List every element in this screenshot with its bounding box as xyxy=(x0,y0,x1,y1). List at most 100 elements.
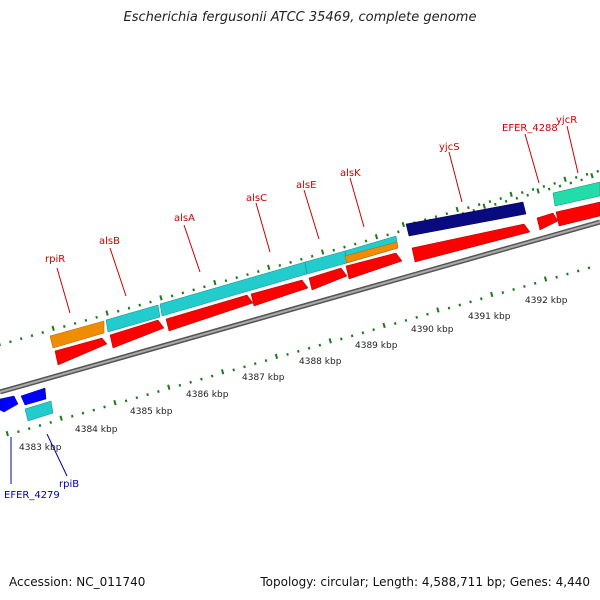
tick-mark xyxy=(447,306,451,310)
tick-mark xyxy=(563,176,567,182)
tick-mark xyxy=(477,203,481,207)
scale-label-4388: 4388 kbp xyxy=(299,357,342,367)
tick-mark xyxy=(92,408,96,412)
tick-mark xyxy=(436,307,440,313)
tick-mark xyxy=(178,383,182,387)
tick-mark xyxy=(523,284,526,288)
gene-label-yjcS: yjcS xyxy=(439,142,460,153)
gene-label-rpiR: rpiR xyxy=(45,254,65,265)
gene-label-alsB: alsB xyxy=(99,236,120,247)
tick-mark xyxy=(526,193,529,197)
cds-alsC xyxy=(250,279,309,307)
tick-mark xyxy=(17,430,20,434)
tick-mark xyxy=(350,334,354,338)
tick-mark xyxy=(41,331,45,335)
yjcR-feature xyxy=(552,181,600,207)
tick-mark xyxy=(146,393,149,397)
tick-mark xyxy=(434,215,438,219)
tick-mark xyxy=(547,187,551,191)
tick-mark xyxy=(310,254,314,258)
tick-mark xyxy=(138,303,142,307)
scale-label-4385: 4385 kbp xyxy=(130,407,173,417)
yjcS-feature xyxy=(405,201,527,237)
tick-mark xyxy=(181,291,185,295)
tick-mark xyxy=(170,294,174,298)
tick-mark xyxy=(124,399,128,403)
cds-yjcS xyxy=(411,223,531,263)
cds-EFER_4279 xyxy=(0,395,19,413)
tick-mark xyxy=(580,178,583,182)
tick-mark xyxy=(189,380,192,384)
tick-mark xyxy=(300,257,303,261)
tick-mark xyxy=(587,266,591,270)
tick-mark xyxy=(553,181,556,185)
tick-mark xyxy=(585,172,589,176)
tick-mark xyxy=(19,337,23,341)
tick-mark xyxy=(307,346,311,350)
tick-mark xyxy=(401,221,405,228)
tick-mark xyxy=(159,295,163,301)
tick-mark xyxy=(200,377,203,381)
cds-yjcR xyxy=(555,201,600,227)
tick-mark xyxy=(49,420,53,424)
tick-mark xyxy=(590,172,594,179)
tick-mark xyxy=(105,310,109,316)
tick-mark xyxy=(243,365,246,369)
gene-label-alsK: alsK xyxy=(340,168,361,179)
tick-mark xyxy=(501,291,505,295)
cds-rpiB xyxy=(20,387,47,406)
tick-mark xyxy=(499,197,503,201)
tick-mark xyxy=(533,281,537,285)
tick-mark xyxy=(467,206,470,210)
tick-mark xyxy=(9,340,12,344)
scale-label-4392: 4392 kbp xyxy=(525,296,568,306)
scale-label-4384: 4384 kbp xyxy=(75,425,118,435)
tick-mark xyxy=(536,188,540,194)
tick-mark xyxy=(51,325,55,332)
gene-label-rpiB: rpiB xyxy=(59,479,79,490)
tick-mark xyxy=(264,359,268,363)
tick-mark xyxy=(415,315,419,319)
cds-alsE xyxy=(308,267,348,291)
tick-mark xyxy=(157,390,160,393)
tick-mark xyxy=(542,184,546,188)
tick-mark xyxy=(167,384,171,390)
tick-mark xyxy=(543,276,548,282)
tick-mark xyxy=(386,233,389,237)
gene-label-alsC: alsC xyxy=(246,193,267,204)
tick-mark xyxy=(70,414,74,418)
tick-mark xyxy=(393,322,397,325)
tick-mark xyxy=(318,343,322,347)
scale-label-4387: 4387 kbp xyxy=(242,373,285,383)
tick-mark xyxy=(289,260,292,264)
tick-mark xyxy=(81,411,85,415)
tick-mark xyxy=(426,312,429,316)
tick-mark xyxy=(555,275,558,279)
cds-track-reverse xyxy=(0,387,54,422)
tick-row-bottom xyxy=(5,266,591,437)
tick-mark xyxy=(574,175,578,179)
tick-mark xyxy=(149,300,152,304)
tick-mark xyxy=(576,269,580,273)
tick-mark xyxy=(253,362,257,366)
tick-mark xyxy=(361,331,365,335)
tick-mark xyxy=(494,202,497,206)
cds-EFER_4288 xyxy=(536,212,559,231)
tick-mark xyxy=(596,169,600,173)
tick-mark xyxy=(482,203,486,209)
tick-mark xyxy=(210,374,214,378)
tick-mark xyxy=(73,321,77,325)
tick-mark xyxy=(246,273,249,277)
tick-mark xyxy=(397,230,400,234)
cds-track-forward xyxy=(54,201,600,366)
tick-mark xyxy=(95,315,98,319)
cds-rpiR xyxy=(54,337,108,366)
tick-mark xyxy=(353,242,357,246)
tick-mark xyxy=(127,306,131,310)
tick-mark xyxy=(340,337,343,341)
scale-label-4390: 4390 kbp xyxy=(411,325,454,335)
tick-mark xyxy=(566,272,569,276)
tick-mark xyxy=(332,248,336,252)
gene-label-EFER_4288: EFER_4288 xyxy=(502,123,558,134)
tick-mark xyxy=(520,191,524,194)
